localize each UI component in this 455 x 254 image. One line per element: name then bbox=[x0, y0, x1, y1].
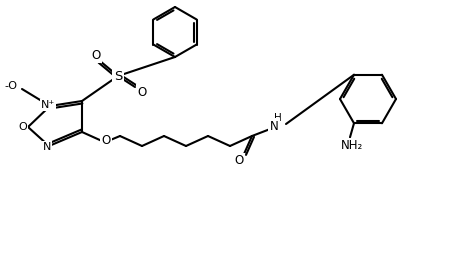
Text: N⁺: N⁺ bbox=[41, 100, 55, 110]
Text: O: O bbox=[101, 135, 111, 148]
Text: H: H bbox=[273, 113, 281, 123]
Text: N: N bbox=[269, 119, 278, 133]
Text: N: N bbox=[43, 142, 51, 152]
Text: O: O bbox=[137, 86, 147, 99]
Text: O: O bbox=[91, 49, 101, 61]
Text: NH₂: NH₂ bbox=[340, 139, 362, 152]
Text: O: O bbox=[234, 154, 243, 167]
Text: -O: -O bbox=[4, 81, 17, 91]
Text: O: O bbox=[19, 122, 27, 132]
Text: S: S bbox=[114, 70, 122, 83]
